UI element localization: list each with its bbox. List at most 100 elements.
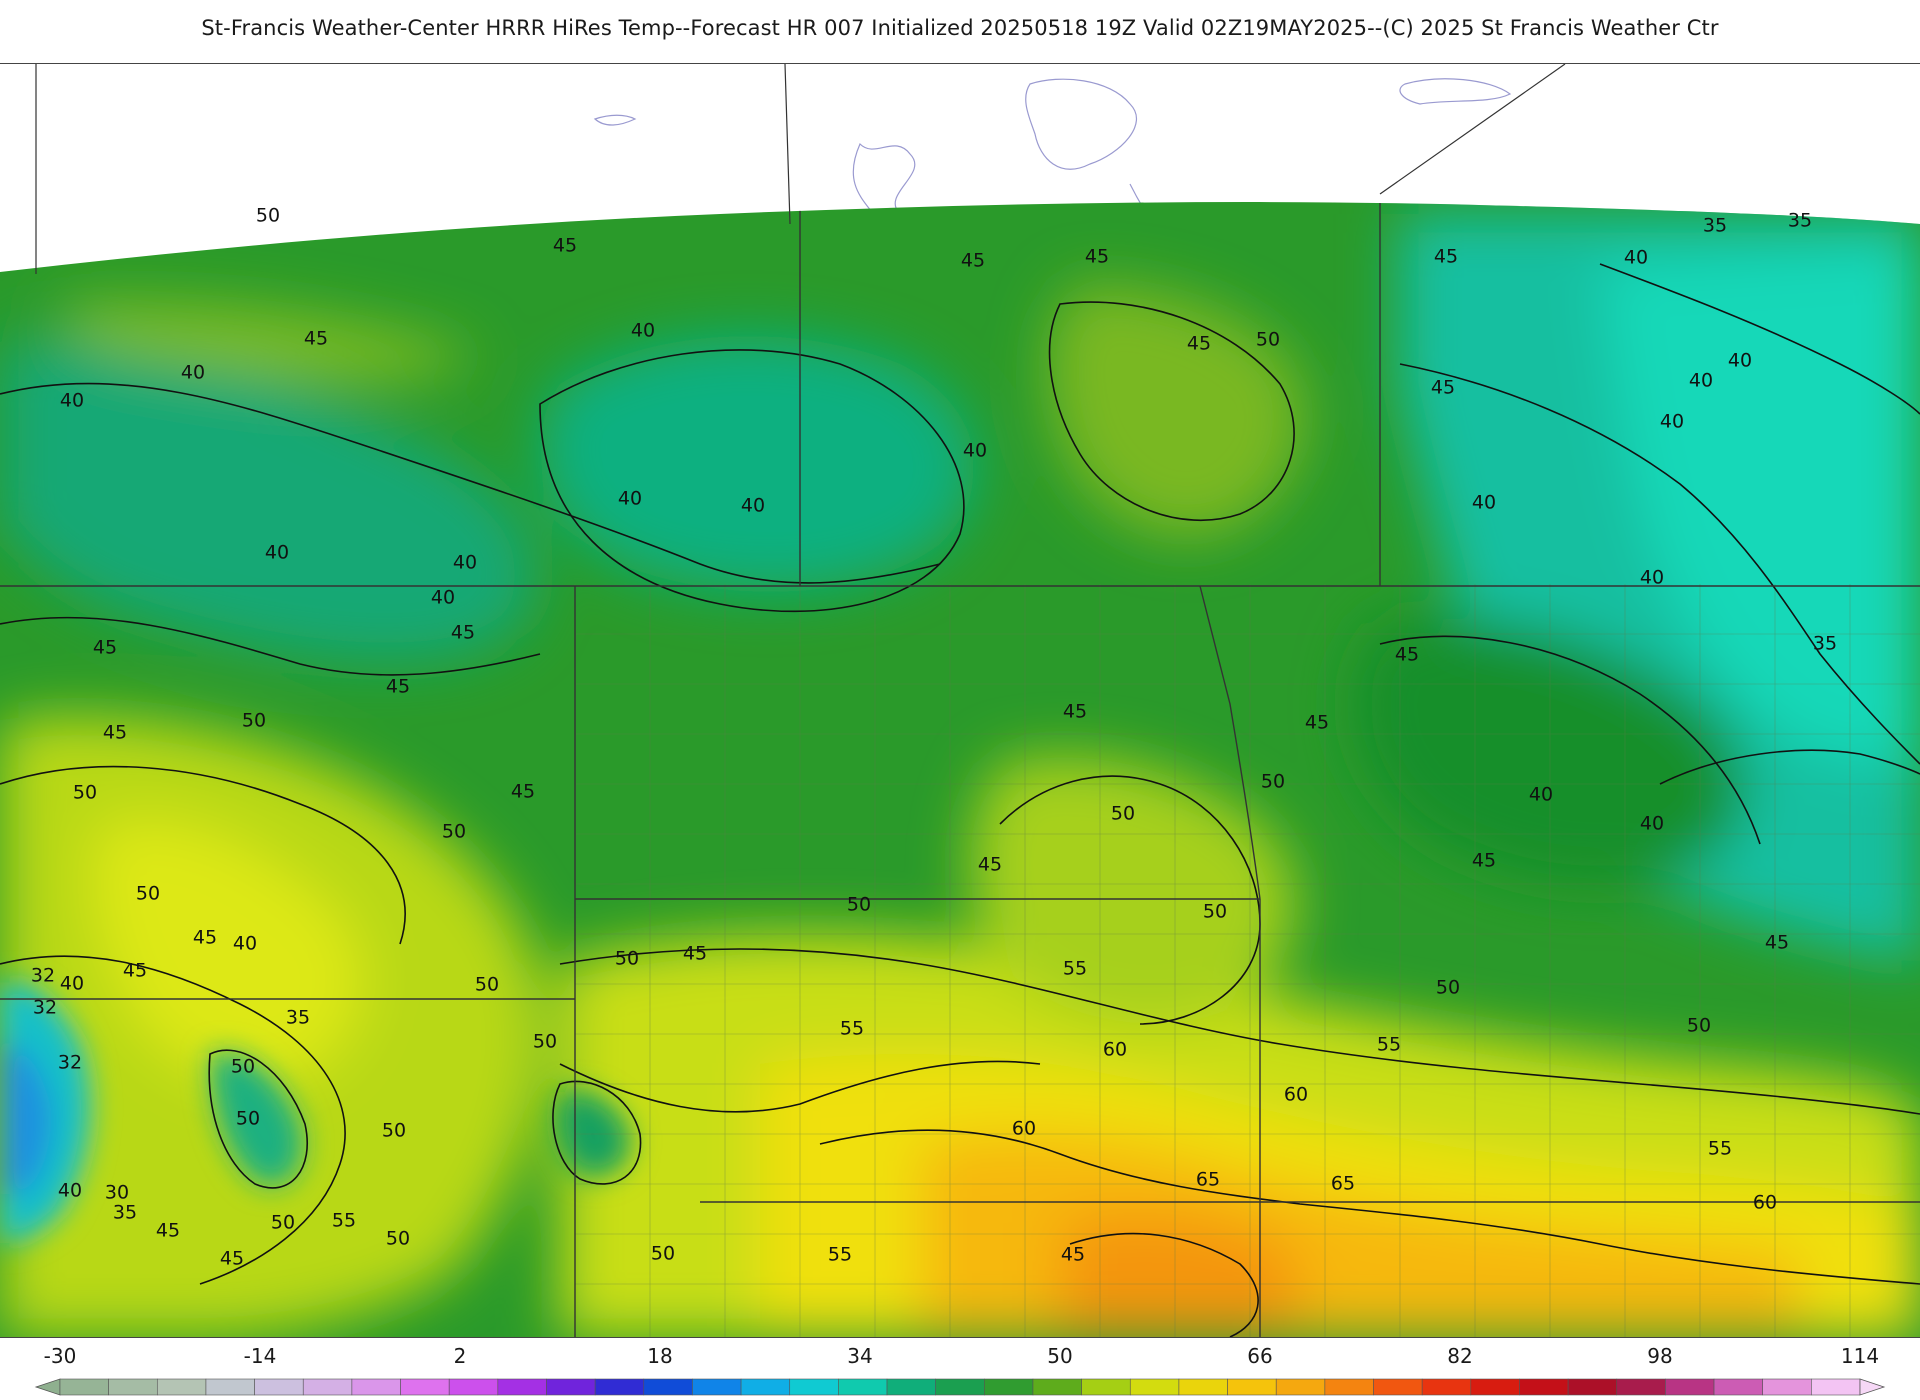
colorbar-cell <box>935 1378 985 1396</box>
isotherm-label: 45 <box>103 722 127 744</box>
isotherm-label: 50 <box>847 894 871 916</box>
colorbar-cell <box>886 1378 936 1396</box>
colorbar-cell <box>400 1378 450 1396</box>
isotherm-label: 40 <box>431 587 455 609</box>
colorbar-arrow-high <box>1859 1378 1886 1396</box>
colorbar-cell <box>448 1378 499 1396</box>
colorbar-cell <box>497 1378 547 1396</box>
isotherm-label: 50 <box>1203 901 1227 923</box>
colorbar-tick-label: 50 <box>1047 1344 1073 1368</box>
isotherm-label: 45 <box>1187 333 1211 355</box>
colorbar-tick-label: 82 <box>1447 1344 1473 1368</box>
isotherm-contours <box>0 263 1920 1337</box>
isotherm-label: 40 <box>1640 567 1664 589</box>
isotherm-label: 50 <box>475 974 499 996</box>
colorbar-cell <box>254 1378 304 1396</box>
colorbar-tick-label: 66 <box>1247 1344 1273 1368</box>
isotherm-label: 32 <box>58 1052 82 1074</box>
colorbar-cell <box>1032 1378 1082 1396</box>
isotherm-label: 50 <box>386 1228 410 1250</box>
temperature-field <box>0 202 1920 1337</box>
temperature-colorbar <box>34 1378 1886 1396</box>
colorbar-cell <box>1178 1378 1228 1396</box>
colorbar-cell <box>1421 1378 1472 1396</box>
isotherm-label: 50 <box>442 821 466 843</box>
isotherm-label: 45 <box>1765 932 1789 954</box>
state-borders <box>0 202 1920 1337</box>
isotherm-label: 40 <box>1689 370 1713 392</box>
colorbar-tick-label: 98 <box>1647 1344 1673 1368</box>
isotherm-label: 55 <box>1063 958 1087 980</box>
colorbar-cell <box>594 1378 645 1396</box>
isotherm-label: 40 <box>60 390 84 412</box>
colorbar-cell <box>1665 1378 1715 1396</box>
isotherm-label: 40 <box>453 552 477 574</box>
isotherm-label: 50 <box>651 1243 675 1265</box>
isotherm-label: 50 <box>1261 771 1285 793</box>
isotherm-label: 60 <box>1103 1039 1127 1061</box>
colorbar-tick-label: 114 <box>1840 1344 1880 1368</box>
isotherm-label: 55 <box>840 1018 864 1040</box>
colorbar-cell <box>789 1378 839 1396</box>
isotherm-label: 45 <box>1085 246 1109 268</box>
isotherm-label: 50 <box>1436 977 1460 999</box>
colorbar-tick-label: 18 <box>647 1344 673 1368</box>
isotherm-label: 45 <box>978 854 1002 876</box>
isotherm-label: 45 <box>1431 377 1455 399</box>
isotherm-label: 50 <box>533 1031 557 1053</box>
isotherm-label: 45 <box>93 637 117 659</box>
colorbar-cell <box>1567 1378 1618 1396</box>
colorbar-cell <box>59 1378 109 1396</box>
colorbar-cell <box>740 1378 791 1396</box>
colorbar-cell <box>205 1378 255 1396</box>
isotherm-label: 50 <box>256 205 280 227</box>
isotherm-label: 55 <box>1708 1138 1732 1160</box>
isotherm-label: 35 <box>1788 210 1812 232</box>
isotherm-label: 40 <box>963 440 987 462</box>
isotherm-label: 50 <box>236 1108 260 1130</box>
isotherm-label: 65 <box>1331 1173 1355 1195</box>
isotherm-label: 35 <box>113 1202 137 1224</box>
isotherm-label: 40 <box>1472 492 1496 514</box>
isotherm-label: 45 <box>683 943 707 965</box>
isotherm-label: 40 <box>265 542 289 564</box>
colorbar-cell <box>1324 1378 1374 1396</box>
colorbar-cell <box>1713 1378 1764 1396</box>
colorbar-cell <box>108 1378 158 1396</box>
isotherm-label: 40 <box>233 933 257 955</box>
isotherm-label: 45 <box>156 1220 180 1242</box>
isotherm-label: 50 <box>271 1212 295 1234</box>
isotherm-label: 40 <box>1660 411 1684 433</box>
isotherm-label: 50 <box>1111 803 1135 825</box>
colorbar-cell <box>838 1378 888 1396</box>
isotherm-label: 45 <box>1395 644 1419 666</box>
isotherm-label: 65 <box>1196 1169 1220 1191</box>
isotherm-label: 35 <box>1703 215 1727 237</box>
isotherm-label: 50 <box>1687 1015 1711 1037</box>
colorbar-tick-labels: -30 -14 2 18 34 50 66 82 98 114 <box>0 1344 1920 1370</box>
isotherm-label: 40 <box>741 495 765 517</box>
colorbar-cell <box>351 1378 401 1396</box>
colorbar-cell <box>1275 1378 1326 1396</box>
colorbar-cell <box>692 1378 742 1396</box>
isotherm-label: 45 <box>386 676 410 698</box>
colorbar-cell <box>1373 1378 1423 1396</box>
colorbar-cell <box>302 1378 353 1396</box>
colorbar-tick-label: -30 <box>43 1344 77 1368</box>
isotherm-label: 45 <box>451 622 475 644</box>
isotherm-label: 45 <box>1472 850 1496 872</box>
isotherm-label: 30 <box>105 1182 129 1204</box>
map-title: St-Francis Weather-Center HRRR HiRes Tem… <box>201 16 1719 40</box>
isotherm-label: 40 <box>1728 350 1752 372</box>
colorbar-cell <box>1519 1378 1569 1396</box>
rockies-cold-cores <box>0 982 631 1244</box>
colorbar-arrow-low <box>34 1378 61 1396</box>
isotherm-label: 55 <box>1377 1034 1401 1056</box>
isotherm-label: 40 <box>58 1180 82 1202</box>
isotherm-label: 45 <box>553 235 577 257</box>
isotherm-label: 50 <box>231 1056 255 1078</box>
isotherm-label: 45 <box>1061 1244 1085 1266</box>
colorbar-cell <box>1081 1378 1131 1396</box>
